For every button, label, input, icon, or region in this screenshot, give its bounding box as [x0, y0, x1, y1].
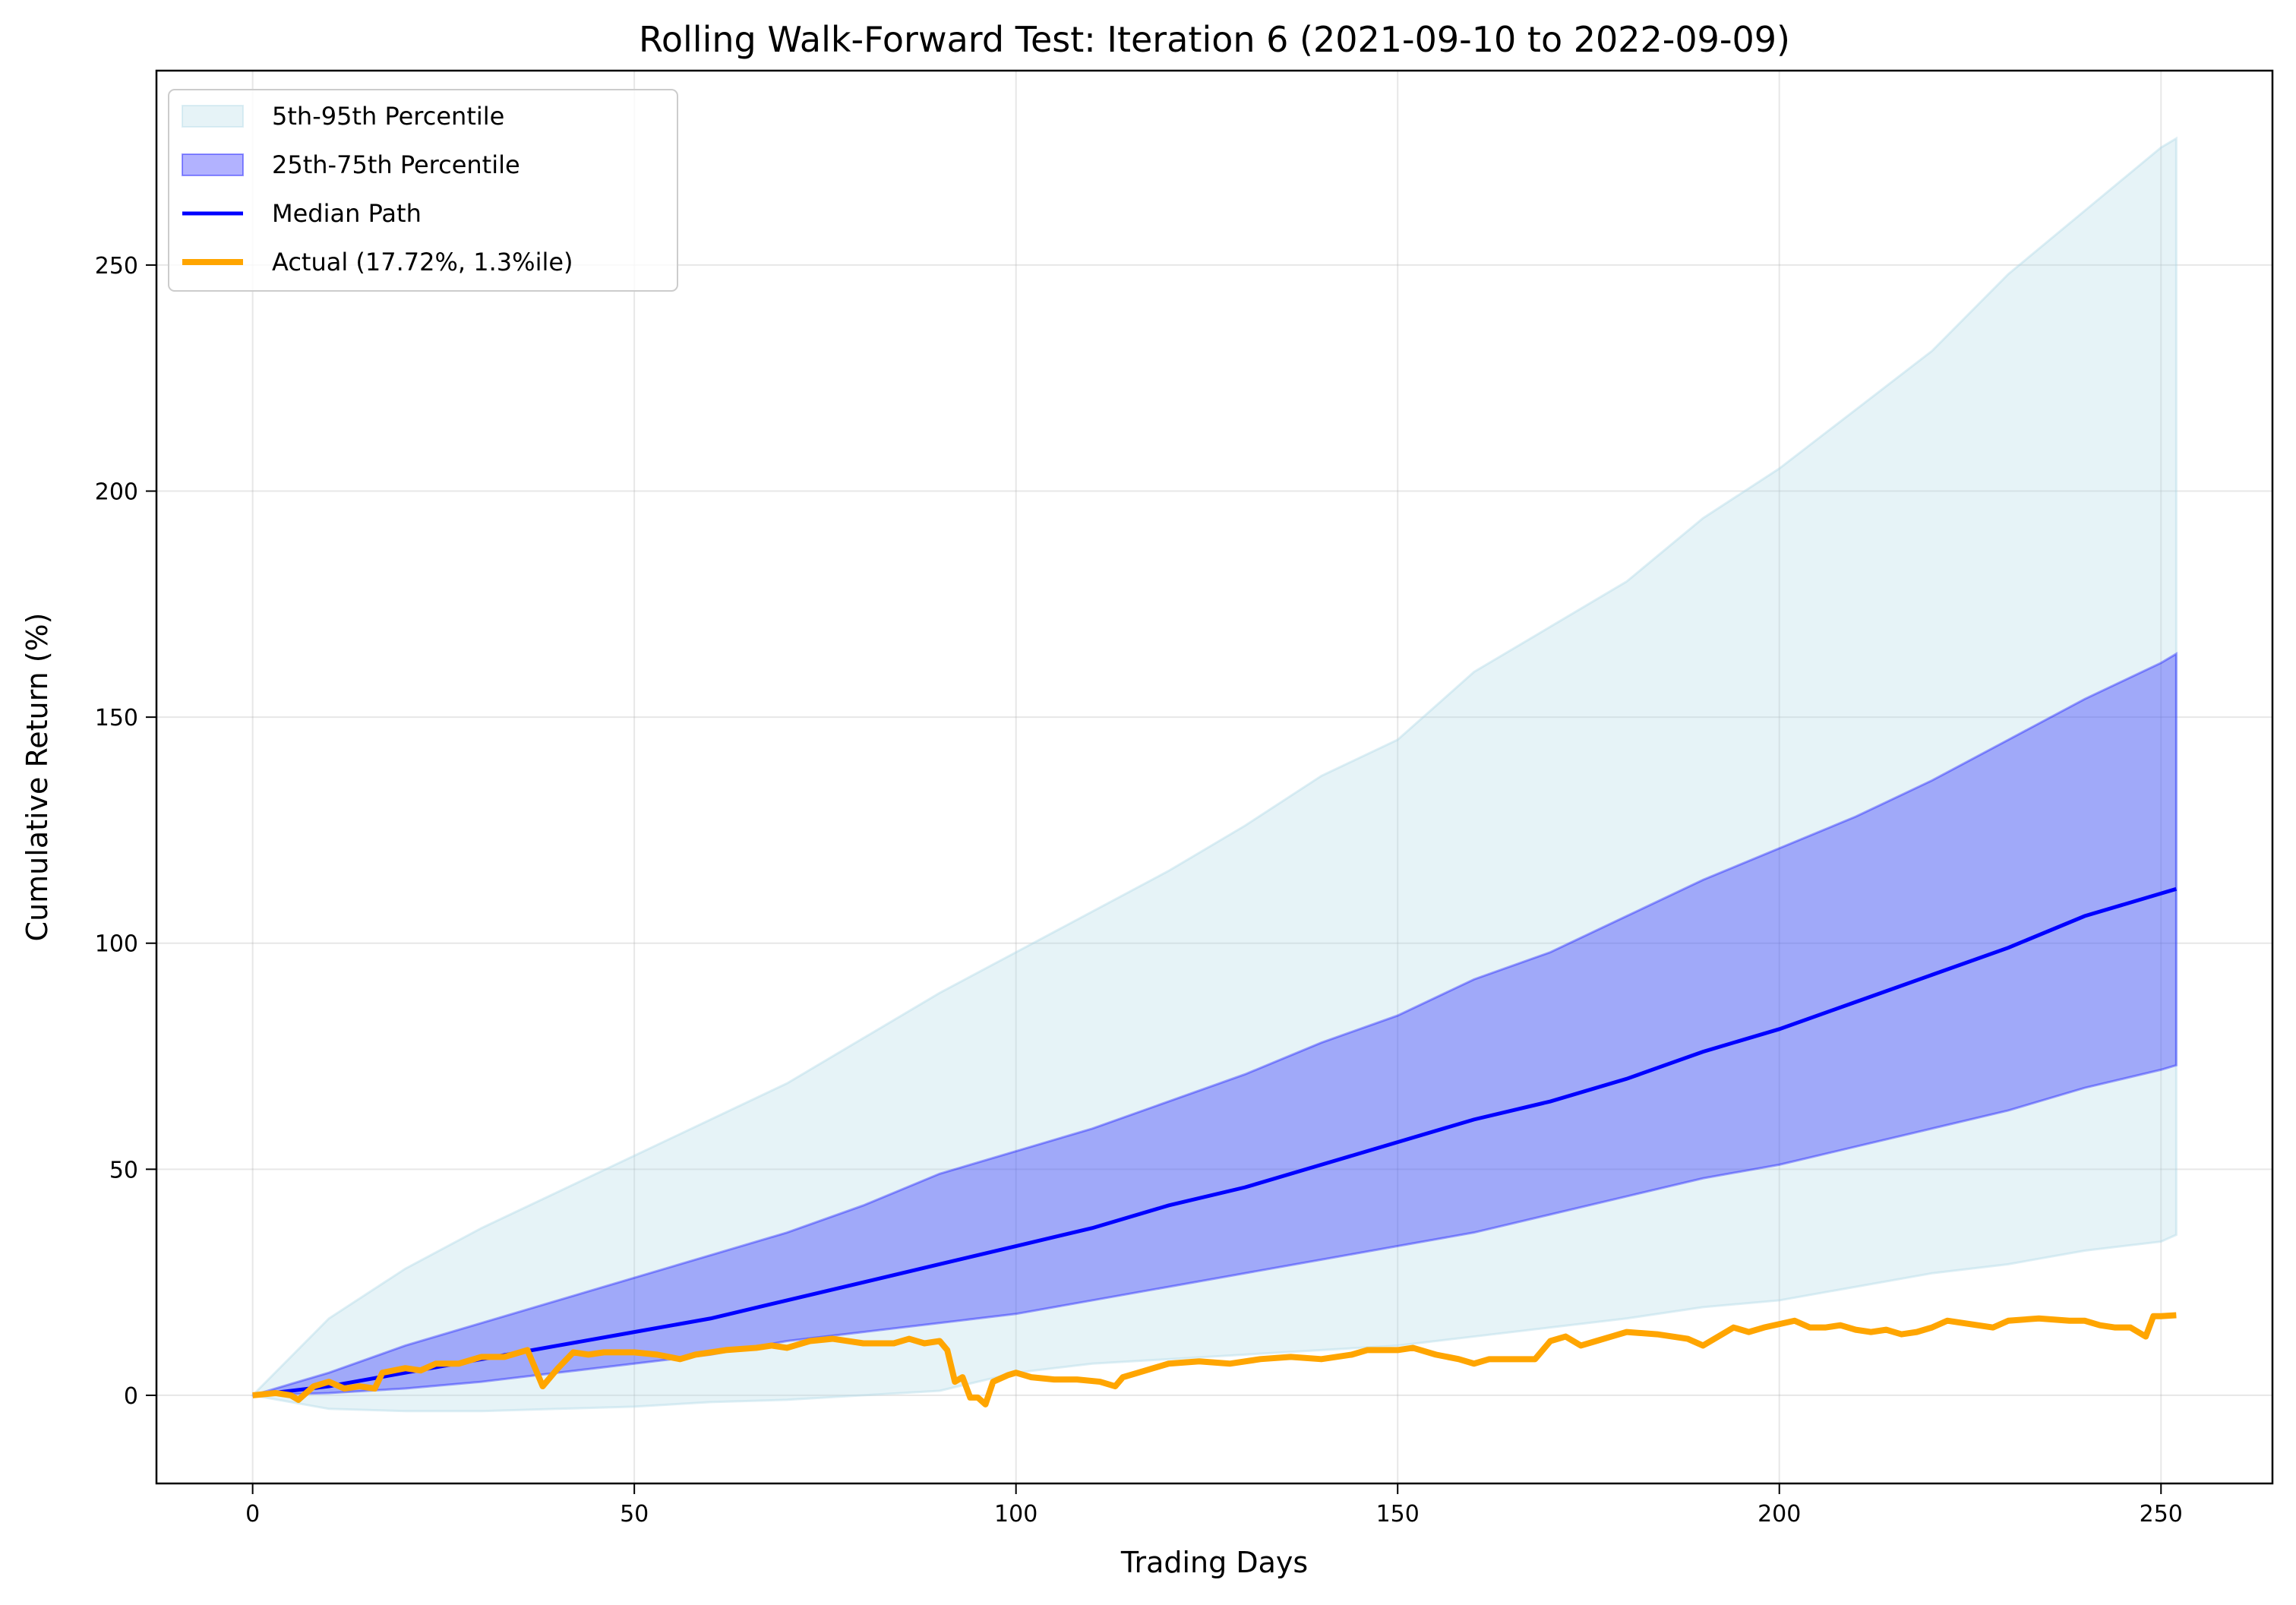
legend-label: Median Path — [272, 199, 422, 228]
actual-line — [252, 1312, 2177, 1408]
y-tick-label: 50 — [109, 1157, 138, 1183]
legend-box — [168, 89, 678, 292]
y-tick-label: 0 — [124, 1383, 138, 1410]
x-tick-label: 50 — [620, 1501, 649, 1528]
x-tick-label: 100 — [994, 1501, 1037, 1528]
x-tick-label: 150 — [1376, 1501, 1420, 1528]
x-tick-label: 250 — [2140, 1501, 2183, 1528]
median-line — [252, 886, 2178, 1398]
band-5-95 — [250, 136, 2178, 1413]
x-axis-label: Trading Days — [1120, 1546, 1308, 1579]
y-tick-label: 250 — [95, 253, 138, 280]
x-tick-label: 0 — [245, 1501, 260, 1528]
ticks: 0 50 100 150 200 250 0 50 100 150 200 250 — [95, 253, 2183, 1528]
y-tick-label: 150 — [95, 705, 138, 731]
plot-area — [250, 136, 2178, 1413]
legend-swatch — [182, 153, 244, 176]
legend-swatch — [182, 105, 244, 128]
legend: 5th-95th Percentile 25th-75th Percentile M… — [168, 89, 678, 292]
y-tick-label: 100 — [95, 931, 138, 958]
axes-frame — [155, 69, 2274, 1485]
x-tick-label: 200 — [1758, 1501, 1801, 1528]
legend-label: Actual (17.72%, 1.3%ile) — [272, 248, 573, 276]
y-tick-label: 200 — [95, 479, 138, 506]
legend-label: 5th-95th Percentile — [272, 102, 504, 131]
y-axis-label: Cumulative Return (%) — [21, 613, 54, 942]
legend-label: 25th-75th Percentile — [272, 150, 520, 179]
chart-title: Rolling Walk-Forward Test: Iteration 6 (… — [639, 19, 1790, 60]
